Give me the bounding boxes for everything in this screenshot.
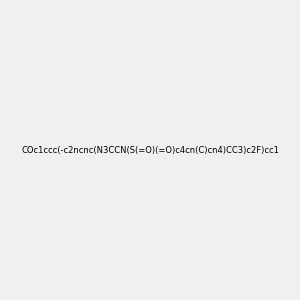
Text: COc1ccc(-c2ncnc(N3CCN(S(=O)(=O)c4cn(C)cn4)CC3)c2F)cc1: COc1ccc(-c2ncnc(N3CCN(S(=O)(=O)c4cn(C)cn… xyxy=(21,146,279,154)
